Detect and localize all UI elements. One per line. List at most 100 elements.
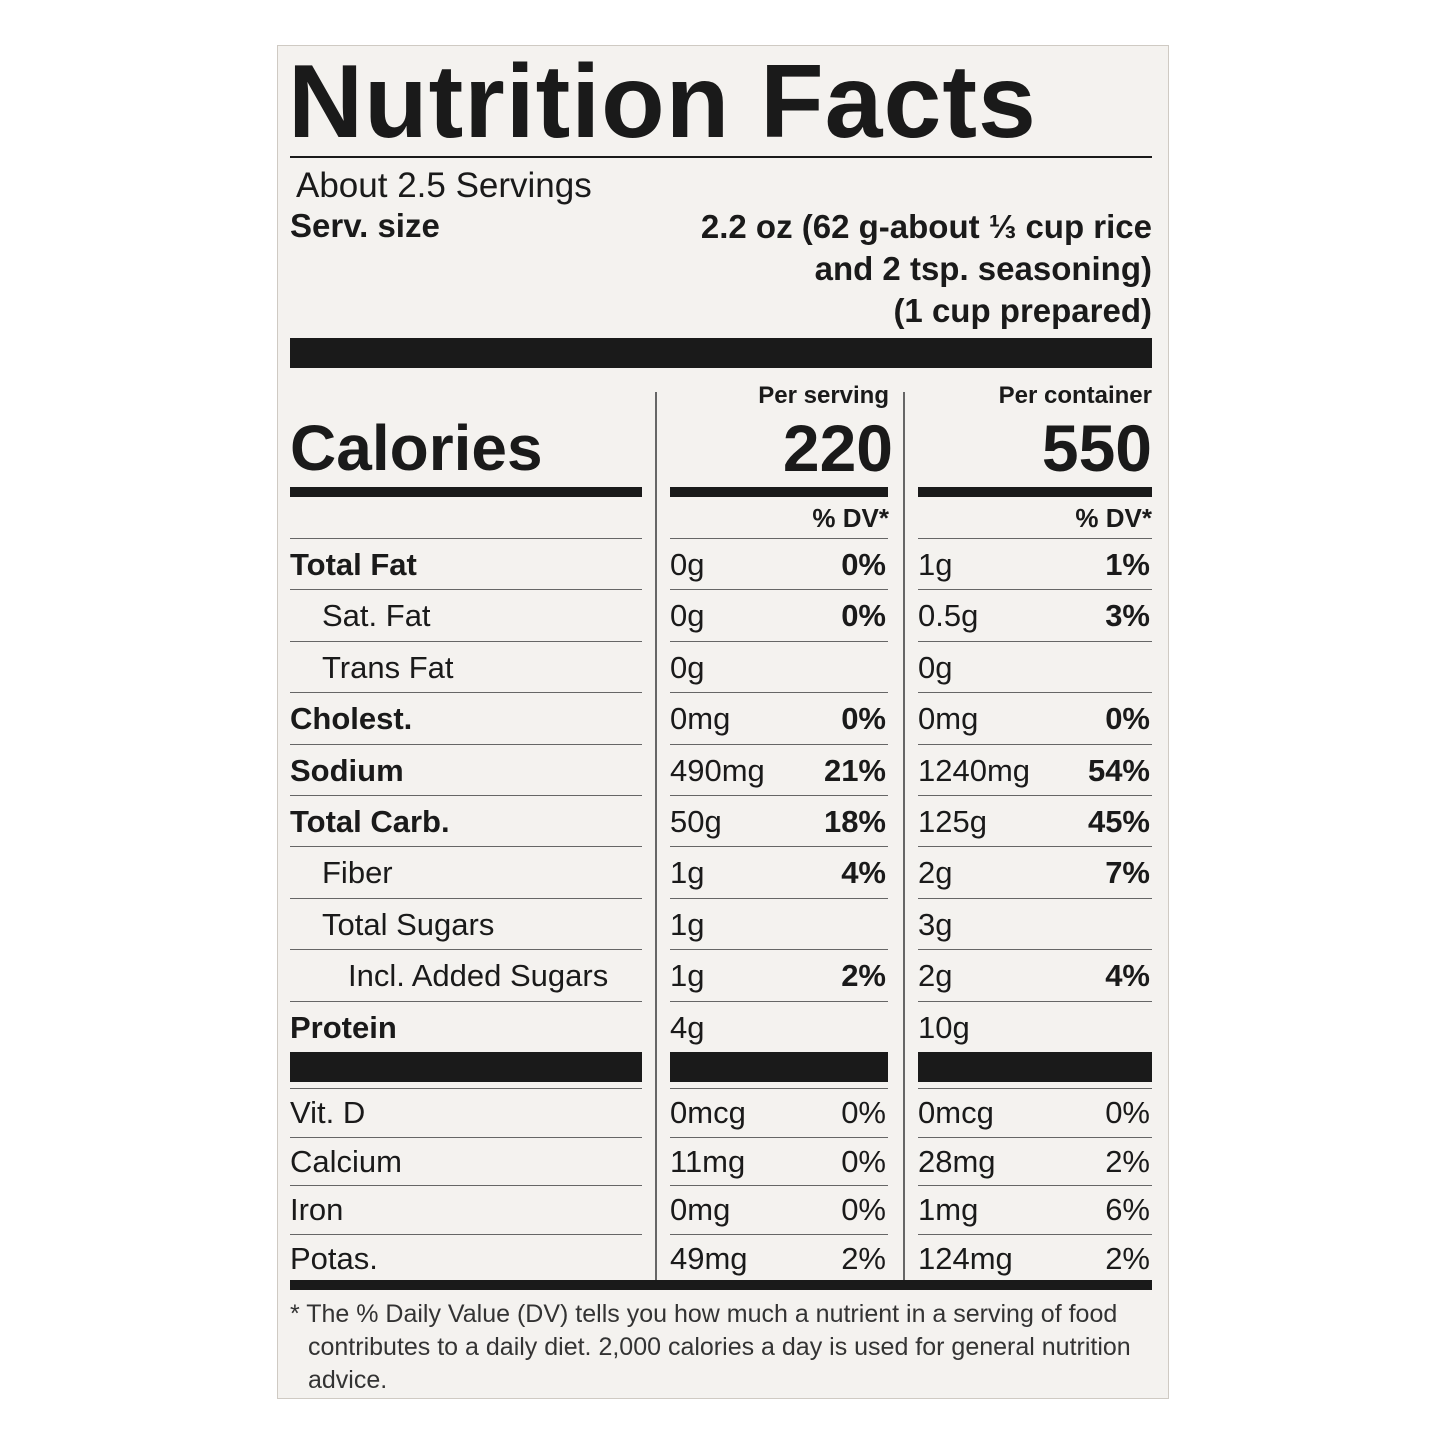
amount: 1g: [918, 547, 953, 582]
amount: 1mg: [918, 1192, 979, 1228]
value-cell: 50g 18%: [670, 795, 888, 847]
thick-bar: [290, 338, 1152, 368]
serving-size-line: 2.2 oz (62 g-about ⅓ cup rice: [700, 208, 1152, 245]
serving-size-label: Serv. size: [290, 207, 440, 244]
nutrient-label: Vit. D: [290, 1095, 366, 1130]
daily-value: 7%: [1105, 855, 1150, 891]
daily-value: 0%: [1105, 701, 1150, 737]
daily-value: 0%: [1105, 1095, 1150, 1130]
value-cell: 2g 7%: [918, 846, 1152, 898]
daily-value: 2%: [841, 958, 886, 994]
row-label-cell: Calcium: [290, 1136, 642, 1186]
dv-header: % DV*: [812, 503, 889, 533]
nutrient-label: Potas.: [290, 1240, 378, 1276]
value-cell: 10g: [918, 1000, 1152, 1053]
value-cell: 0mg 0%: [918, 692, 1152, 744]
value-cell: 1g 1%: [918, 538, 1152, 590]
nutrient-label: Sat. Fat: [322, 598, 431, 634]
row-label-cell: Incl. Added Sugars: [290, 949, 642, 1001]
value-cell: 4g: [670, 1000, 888, 1053]
value-cell: 1g 2%: [670, 949, 888, 1001]
daily-value: 0%: [841, 1095, 886, 1130]
value-cell: 0g 0%: [670, 538, 888, 590]
row-label-cell: Cholest.: [290, 692, 642, 744]
nutrient-label: Incl. Added Sugars: [348, 958, 609, 994]
nutrient-label: Iron: [290, 1192, 344, 1228]
rule: [290, 156, 1152, 158]
nutrient-label: Fiber: [322, 855, 393, 891]
amount: 124mg: [918, 1240, 1013, 1276]
value-cell: 0.5g 3%: [918, 589, 1152, 641]
value-cell: 0g 0%: [670, 589, 888, 641]
row-label-cell: Protein: [290, 1000, 642, 1053]
daily-value: 0%: [841, 598, 886, 634]
daily-value: 2%: [1105, 1143, 1150, 1179]
value-cell: 1g: [670, 897, 888, 950]
daily-value: 2%: [1105, 1240, 1150, 1276]
nutrient-label: Calcium: [290, 1143, 402, 1179]
nutrient-label: Total Carb.: [290, 804, 450, 839]
value-cell: 28mg 2%: [918, 1136, 1152, 1186]
row-label-cell: Total Fat: [290, 538, 642, 590]
nutrition-label: [277, 45, 1169, 1399]
amount: 1240mg: [918, 752, 1031, 788]
daily-value: 6%: [1105, 1192, 1150, 1228]
amount: 49mg: [670, 1240, 748, 1276]
daily-value: 0%: [841, 1143, 886, 1179]
column-header: Per container: [998, 382, 1152, 409]
amount: 3g: [918, 906, 953, 942]
bar: [670, 1052, 888, 1082]
bar: [290, 487, 642, 497]
amount: 1g: [670, 958, 705, 994]
row-label-cell: Total Carb.: [290, 795, 642, 847]
column-divider: [903, 392, 905, 1280]
daily-value: 45%: [1087, 804, 1150, 839]
title: Nutrition Facts: [288, 44, 1037, 160]
value-cell: 11mg 0%: [670, 1136, 888, 1186]
amount: 2g: [918, 855, 953, 891]
nutrient-label: Protein: [290, 1009, 397, 1045]
row-label-cell: Vit. D: [290, 1088, 642, 1137]
daily-value: 4%: [841, 855, 886, 891]
row-label-cell: Sodium: [290, 743, 642, 796]
serving-size-line: and 2 tsp. seasoning): [814, 250, 1152, 287]
amount: 0mcg: [670, 1095, 746, 1130]
nutrient-label: Sodium: [290, 752, 404, 788]
daily-value: 4%: [1105, 958, 1150, 994]
amount: 28mg: [918, 1143, 996, 1179]
value-cell: 0mcg 0%: [918, 1088, 1152, 1137]
amount: 0g: [670, 547, 705, 582]
value-cell: 0mg 0%: [670, 1185, 888, 1234]
amount: 0mg: [918, 701, 979, 737]
calories-value: 550: [1041, 411, 1152, 485]
amount: 0.5g: [918, 598, 979, 634]
calories-value: 220: [782, 411, 893, 485]
amount: 50g: [670, 804, 722, 839]
value-cell: 0g: [918, 640, 1152, 693]
value-cell: 1mg 6%: [918, 1185, 1152, 1234]
row-label-cell: Iron: [290, 1185, 642, 1234]
amount: 1g: [670, 906, 705, 942]
amount: 4g: [670, 1009, 705, 1045]
value-cell: 3g: [918, 897, 1152, 950]
amount: 0mcg: [918, 1095, 994, 1130]
nutrient-label: Total Fat: [290, 547, 417, 582]
bar: [670, 487, 888, 497]
value-cell: 125g 45%: [918, 795, 1152, 847]
nutrient-label: Trans Fat: [322, 649, 454, 685]
column-divider: [655, 392, 657, 1280]
amount: 0g: [670, 598, 705, 634]
amount: 11mg: [670, 1143, 746, 1179]
bar: [918, 1052, 1152, 1082]
servings: About 2.5 Servings: [296, 166, 592, 205]
amount: 10g: [918, 1009, 970, 1045]
value-cell: 0g: [670, 640, 888, 693]
value-cell: 0mg 0%: [670, 692, 888, 744]
amount: 0mg: [670, 701, 731, 737]
footnote: * The % Daily Value (DV) tells you how m…: [290, 1300, 1131, 1394]
daily-value: 21%: [823, 752, 886, 788]
calories-label: Calories: [290, 412, 543, 484]
value-cell: 124mg 2%: [918, 1233, 1152, 1283]
column-header: Per serving: [758, 382, 889, 409]
